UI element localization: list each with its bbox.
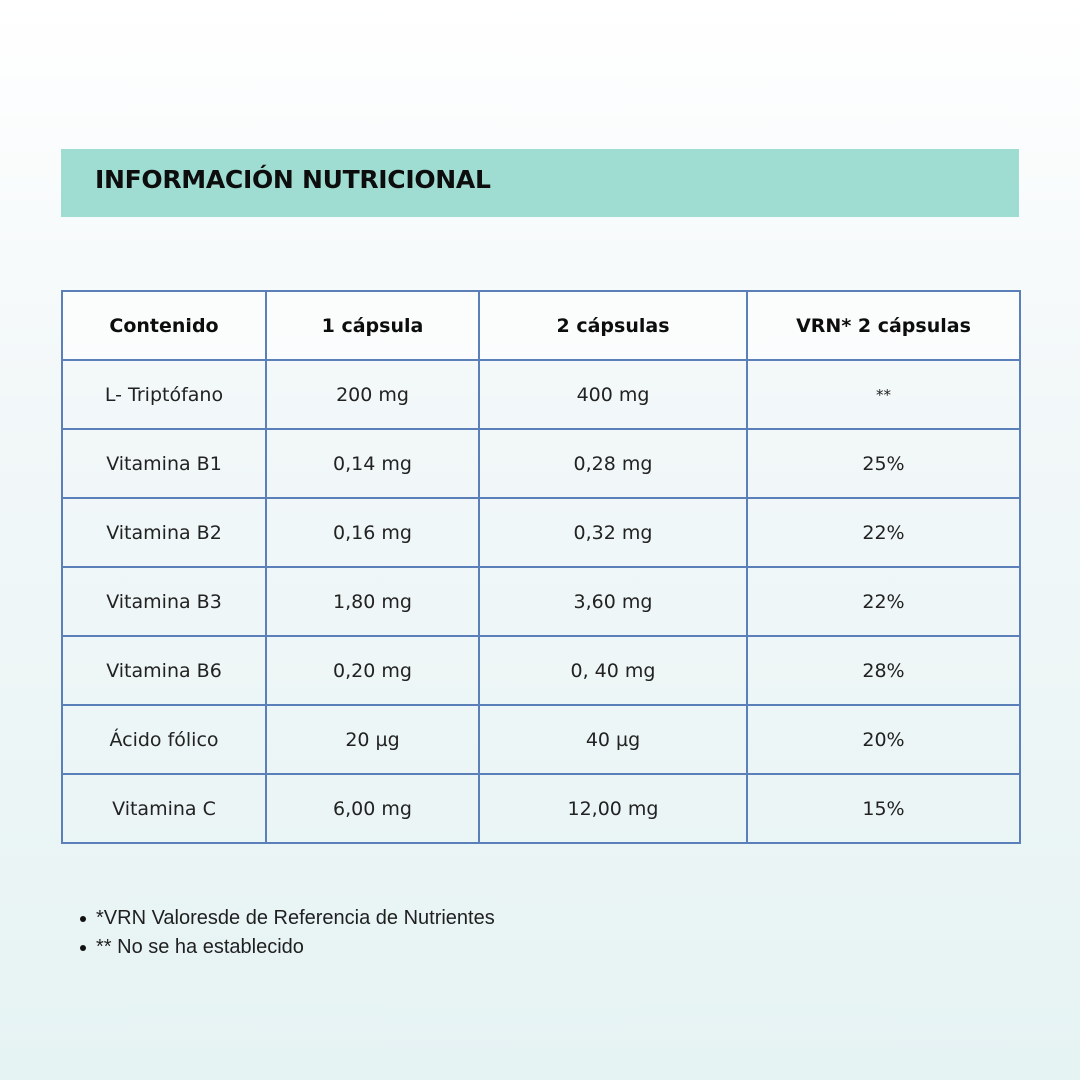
amount-1-capsula: 6,00 mg [265, 773, 480, 844]
column-header-vrn: VRN* 2 cápsulas [746, 290, 1021, 361]
footnote-text: ** No se ha establecido [96, 936, 304, 958]
title-banner: INFORMACIÓN NUTRICIONAL [61, 149, 1019, 217]
vrn-value: 22% [746, 497, 1021, 568]
table-row: Vitamina B6 0,20 mg 0, 40 mg 28% [61, 635, 1021, 706]
amount-2-capsulas: 0,32 mg [478, 497, 748, 568]
nutrient-name: Vitamina C [61, 773, 267, 844]
amount-1-capsula: 20 µg [265, 704, 480, 775]
nutrient-name: Vitamina B6 [61, 635, 267, 706]
vrn-value: 20% [746, 704, 1021, 775]
amount-1-capsula: 1,80 mg [265, 566, 480, 637]
footnote-item: ** No se ha establecido [78, 933, 495, 962]
column-header-contenido: Contenido [61, 290, 267, 361]
page-title: INFORMACIÓN NUTRICIONAL [95, 165, 491, 194]
amount-2-capsulas: 12,00 mg [478, 773, 748, 844]
amount-2-capsulas: 0, 40 mg [478, 635, 748, 706]
vrn-value: 25% [746, 428, 1021, 499]
vrn-value: ** [746, 359, 1021, 430]
column-header-1-capsula: 1 cápsula [265, 290, 480, 361]
table-row: Vitamina B2 0,16 mg 0,32 mg 22% [61, 497, 1021, 568]
table-row: L- Triptófano 200 mg 400 mg ** [61, 359, 1021, 430]
nutrient-name: L- Triptófano [61, 359, 267, 430]
bullet-icon [80, 944, 86, 951]
amount-1-capsula: 0,14 mg [265, 428, 480, 499]
table-row: Vitamina C 6,00 mg 12,00 mg 15% [61, 773, 1021, 844]
amount-1-capsula: 200 mg [265, 359, 480, 430]
amount-1-capsula: 0,20 mg [265, 635, 480, 706]
table-header-row: Contenido 1 cápsula 2 cápsulas VRN* 2 cá… [61, 290, 1021, 361]
bullet-icon [80, 915, 86, 922]
vrn-value: 28% [746, 635, 1021, 706]
amount-2-capsulas: 0,28 mg [478, 428, 748, 499]
amount-2-capsulas: 400 mg [478, 359, 748, 430]
nutrient-name: Ácido fólico [61, 704, 267, 775]
amount-2-capsulas: 3,60 mg [478, 566, 748, 637]
nutrient-name: Vitamina B2 [61, 497, 267, 568]
table-row: Ácido fólico 20 µg 40 µg 20% [61, 704, 1021, 775]
column-header-2-capsulas: 2 cápsulas [478, 290, 748, 361]
vrn-value: 15% [746, 773, 1021, 844]
table-row: Vitamina B3 1,80 mg 3,60 mg 22% [61, 566, 1021, 637]
nutrient-name: Vitamina B1 [61, 428, 267, 499]
footnote-text: *VRN Valoresde de Referencia de Nutrient… [96, 907, 495, 929]
footnotes: *VRN Valoresde de Referencia de Nutrient… [78, 904, 495, 962]
nutrient-name: Vitamina B3 [61, 566, 267, 637]
table-row: Vitamina B1 0,14 mg 0,28 mg 25% [61, 428, 1021, 499]
vrn-value: 22% [746, 566, 1021, 637]
footnote-item: *VRN Valoresde de Referencia de Nutrient… [78, 904, 495, 933]
amount-2-capsulas: 40 µg [478, 704, 748, 775]
amount-1-capsula: 0,16 mg [265, 497, 480, 568]
nutrition-table: Contenido 1 cápsula 2 cápsulas VRN* 2 cá… [61, 290, 1021, 844]
